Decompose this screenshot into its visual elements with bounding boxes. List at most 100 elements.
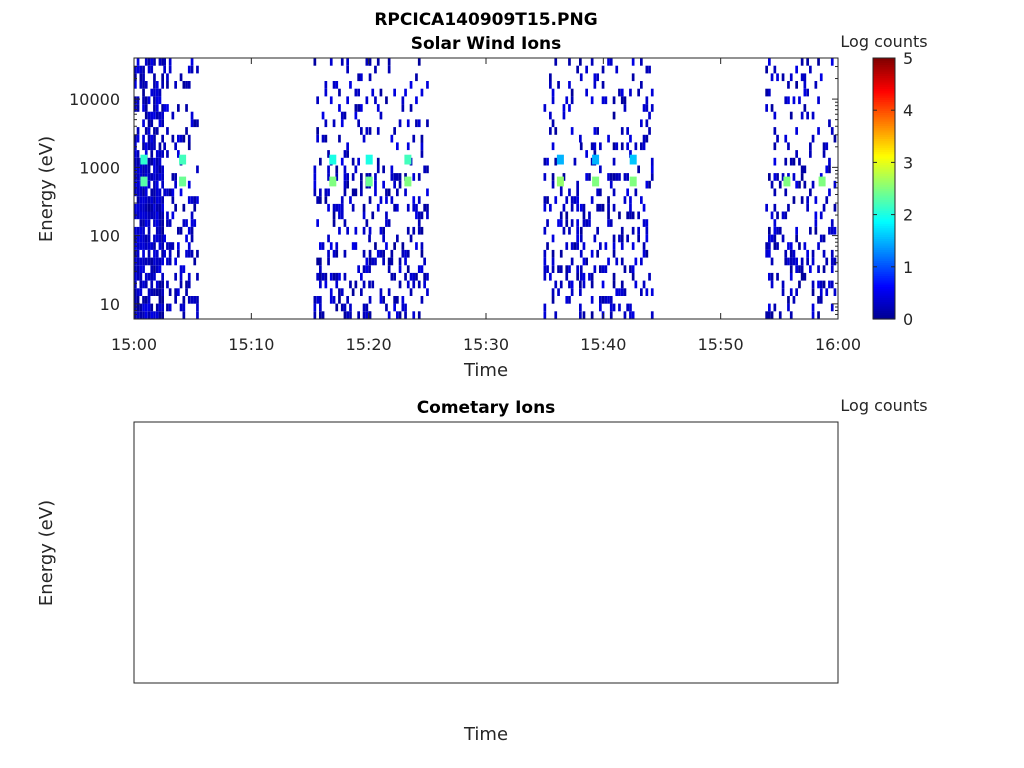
- colorbar-segment: [873, 212, 895, 216]
- heatmap-cell: [778, 311, 782, 319]
- heatmap-cell: [387, 311, 391, 319]
- heatmap-cell: [612, 242, 616, 250]
- heatmap-cell: [576, 219, 579, 227]
- heatmap-cell: [343, 173, 347, 181]
- heatmap-cell: [319, 196, 322, 204]
- heatmap-cell: [817, 58, 820, 66]
- colorbar-segment: [873, 151, 895, 155]
- peak-cell: [818, 176, 826, 187]
- heatmap-cell: [155, 226, 159, 235]
- heatmap-cell: [153, 188, 156, 197]
- heatmap-cell: [629, 303, 632, 312]
- heatmap-cell: [417, 196, 421, 204]
- heatmap-cell: [398, 311, 402, 319]
- heatmap-cell: [568, 188, 571, 197]
- colorbar-segment: [873, 277, 895, 281]
- heatmap-cell: [144, 311, 148, 319]
- peak-cell: [329, 154, 337, 165]
- heatmap-cell: [161, 272, 164, 281]
- heatmap-cell: [412, 173, 416, 181]
- heatmap-cell: [601, 96, 605, 105]
- heatmap-cell: [634, 280, 638, 289]
- heatmap-cell: [134, 134, 137, 143]
- heatmap-cell: [792, 257, 796, 266]
- heatmap-cell: [368, 58, 372, 66]
- heatmap-cell: [784, 134, 788, 143]
- heatmap-cell: [196, 119, 199, 128]
- colorbar-segment: [873, 312, 895, 316]
- heatmap-cell: [773, 219, 777, 227]
- heatmap-cell: [576, 272, 579, 281]
- heatmap-cell: [568, 104, 571, 112]
- heatmap-cell: [142, 257, 145, 266]
- heatmap-cell: [136, 272, 140, 281]
- heatmap-cell: [398, 280, 402, 289]
- heatmap-cell: [417, 280, 421, 289]
- heatmap-cell: [417, 119, 421, 128]
- heatmap-cell: [142, 265, 145, 273]
- heatmap-cell: [163, 104, 166, 112]
- heatmap-cell: [590, 296, 594, 304]
- heatmap-cell: [161, 242, 164, 250]
- heatmap-cell: [136, 203, 140, 212]
- heatmap-cell: [795, 257, 798, 266]
- heatmap-cell: [158, 242, 162, 250]
- heatmap-cell: [773, 188, 777, 197]
- heatmap-cell: [817, 127, 820, 135]
- heatmap-cell: [582, 257, 586, 266]
- heatmap-cell: [360, 272, 363, 281]
- heatmap-cell: [346, 96, 349, 105]
- heatmap-cell: [781, 211, 785, 220]
- heatmap-cell: [409, 81, 413, 89]
- x-tick-label: 15:40: [580, 335, 626, 354]
- colorbar-segment: [873, 112, 895, 116]
- heatmap-cell: [817, 280, 820, 289]
- heatmap-cell: [623, 196, 627, 204]
- heatmap-cell: [136, 65, 140, 74]
- heatmap-cell: [390, 272, 394, 281]
- heatmap-cell: [349, 81, 352, 89]
- colorbar-label: Log counts: [840, 396, 927, 415]
- heatmap-cell: [147, 203, 151, 212]
- plot-frame: [133, 57, 839, 320]
- peak-cell: [556, 154, 564, 165]
- heatmap-cell: [800, 173, 804, 181]
- heatmap-cell: [828, 280, 831, 289]
- heatmap-cell: [776, 242, 779, 250]
- heatmap-cell: [404, 303, 407, 312]
- heatmap-cell: [607, 296, 610, 304]
- heatmap-cell: [582, 211, 586, 220]
- heatmap-cell: [579, 272, 583, 281]
- heatmap-cell: [588, 272, 591, 281]
- heatmap-cell: [776, 134, 779, 143]
- heatmap-cell: [155, 150, 159, 158]
- colorbar-segment: [873, 84, 895, 87]
- heatmap-cell: [327, 257, 330, 266]
- heatmap-cell: [607, 134, 610, 143]
- heatmap-cell: [833, 288, 837, 296]
- heatmap-cell: [800, 257, 804, 266]
- heatmap-cell: [648, 111, 651, 120]
- heatmap-cell: [398, 173, 402, 181]
- heatmap-cell: [396, 296, 399, 304]
- heatmap-cell: [153, 81, 156, 89]
- heatmap-cell: [648, 65, 651, 74]
- heatmap-cell: [147, 111, 151, 120]
- heatmap-cell: [776, 173, 779, 181]
- heatmap-cell: [778, 226, 782, 235]
- y-tick-label: 1000: [79, 158, 120, 177]
- heatmap-cell: [404, 88, 407, 97]
- figure-title: RPCICA140909T15.PNG: [374, 10, 597, 30]
- heatmap-cell: [612, 280, 616, 289]
- heatmap-cell: [185, 249, 188, 258]
- colorbar-segment: [873, 273, 895, 277]
- heatmap-cell: [642, 134, 646, 143]
- heatmap-cell: [365, 257, 369, 266]
- heatmap-cell: [417, 311, 421, 319]
- heatmap-cell: [179, 265, 183, 273]
- heatmap-cell: [623, 311, 627, 319]
- colorbar-tick-label: 1: [903, 258, 913, 277]
- heatmap-cell: [814, 81, 818, 89]
- heatmap-cell: [549, 111, 552, 120]
- y-axis-label: Energy (eV): [36, 136, 57, 242]
